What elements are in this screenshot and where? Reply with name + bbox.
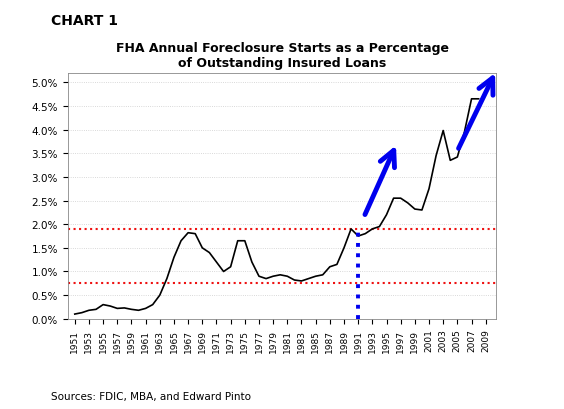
Text: Sources: FDIC, MBA, and Edward Pinto: Sources: FDIC, MBA, and Edward Pinto xyxy=(51,391,251,401)
Text: CHART 1: CHART 1 xyxy=(51,14,118,28)
Title: FHA Annual Foreclosure Starts as a Percentage
of Outstanding Insured Loans: FHA Annual Foreclosure Starts as a Perce… xyxy=(116,42,448,70)
